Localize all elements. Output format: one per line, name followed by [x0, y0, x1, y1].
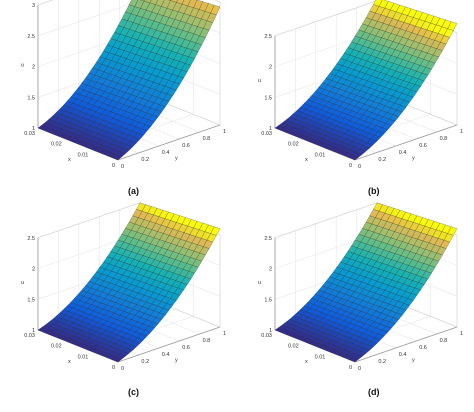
- y-tick-label: 0.8: [440, 338, 448, 344]
- z-tick-label: 2.5: [264, 34, 272, 40]
- z-tick-label: 1.5: [27, 297, 35, 303]
- x-tick-label: 0.02: [51, 344, 62, 350]
- y-tick-label: 0.8: [440, 136, 448, 142]
- surface-patch: [112, 356, 122, 363]
- z-tick-label: 2: [269, 65, 272, 71]
- surface-patch: [349, 154, 359, 161]
- surface-patch: [112, 154, 122, 161]
- panel-caption-a: (a): [128, 186, 139, 196]
- x-tick-label: 0.01: [315, 354, 326, 360]
- y-tick-label: 0.6: [419, 345, 427, 351]
- x-tick-label: 0.02: [288, 142, 299, 148]
- y-tick-label: 0.8: [203, 338, 211, 344]
- x-tick-label: 0.02: [288, 344, 299, 350]
- axis-line: [117, 124, 221, 161]
- surface-plot-d: 1 1.5 2 2.5 0.03 0.02 0.01 0 0 0.2 0.4 0.6 0.8 1 u x y: [258, 202, 463, 372]
- y-tick-label: 0.6: [419, 143, 427, 149]
- z-tick-label: 3: [32, 3, 35, 9]
- x-tick-label: 0: [349, 163, 352, 169]
- y-tick-label: 0: [358, 366, 361, 372]
- surface-plot-b: 1 1.5 2 2.5 0.03 0.02 0.01 0 0 0.2 0.4 0.6 0.8 1 u x y: [258, 0, 463, 170]
- axis-line: [117, 326, 221, 363]
- x-tick-label: 0: [349, 365, 352, 371]
- z-axis-label: u: [258, 78, 261, 84]
- y-tick-label: 0: [358, 164, 361, 170]
- z-axis-label: u: [258, 280, 261, 286]
- y-tick-label: 0.4: [399, 352, 407, 358]
- z-tick-label: 1: [32, 328, 35, 334]
- axis-box-edge: [274, 0, 378, 37]
- x-axis-label: x: [305, 157, 308, 163]
- x-axis-label: x: [68, 157, 71, 163]
- x-tick-label: 0.01: [78, 354, 89, 360]
- x-tick-label: 0.03: [24, 333, 35, 339]
- axis-box-edge: [37, 202, 141, 239]
- z-tick-label: 1.5: [264, 95, 272, 101]
- z-tick-label: 1: [269, 126, 272, 132]
- panel-caption-d: (d): [368, 387, 380, 397]
- z-axis-label: u: [21, 280, 24, 286]
- y-axis-label: y: [412, 358, 415, 364]
- z-tick-label: 1.5: [27, 95, 35, 101]
- z-tick-label: 2: [269, 267, 272, 273]
- y-tick-label: 0.4: [399, 150, 407, 156]
- z-tick-label: 1: [269, 328, 272, 334]
- y-tick-label: 0.8: [203, 136, 211, 142]
- y-tick-label: 0.2: [378, 157, 386, 163]
- x-tick-label: 0.01: [78, 152, 89, 158]
- z-tick-label: 1.5: [264, 297, 272, 303]
- z-tick-label: 2.5: [27, 34, 35, 40]
- axis-box-edge: [37, 0, 54, 6]
- y-tick-label: 0.4: [162, 150, 170, 156]
- y-axis-label: y: [175, 358, 178, 364]
- x-tick-label: 0.02: [51, 142, 62, 148]
- y-tick-label: 0.4: [162, 352, 170, 358]
- y-tick-label: 0: [121, 164, 124, 170]
- surface-plot-c: 1 1.5 2 2.5 0.03 0.02 0.01 0 0 0.2 0.4 0.6 0.8 1 u x y: [21, 202, 226, 372]
- z-tick-label: 2: [32, 65, 35, 71]
- x-tick-label: 0.03: [261, 131, 272, 137]
- y-tick-label: 0.2: [141, 359, 149, 365]
- y-tick-label: 0.2: [141, 157, 149, 163]
- z-axis-label: u: [21, 63, 24, 69]
- x-tick-label: 0: [112, 163, 115, 169]
- z-tick-label: 2.5: [27, 236, 35, 242]
- z-tick-label: 2.5: [264, 236, 272, 242]
- z-tick-label: 2: [32, 267, 35, 273]
- x-tick-label: 0.03: [261, 333, 272, 339]
- y-tick-label: 0: [121, 366, 124, 372]
- y-tick-label: 1: [460, 331, 463, 337]
- y-tick-label: 1: [223, 129, 226, 135]
- y-tick-label: 1: [460, 129, 463, 135]
- panel-caption-c: (c): [128, 387, 139, 397]
- x-tick-label: 0: [112, 365, 115, 371]
- y-tick-label: 0.6: [182, 345, 190, 351]
- axis-line: [354, 124, 458, 161]
- panel-caption-b: (b): [368, 186, 380, 196]
- y-axis-label: y: [412, 156, 415, 162]
- y-axis-label: y: [175, 156, 178, 162]
- y-tick-label: 0.2: [378, 359, 386, 365]
- surface-plot-a: 1 1.5 2 2.5 3 0.03 0.02 0.01 0 0 0.2 0.4 0.6 0.8 1 u x y: [21, 0, 226, 170]
- x-axis-label: x: [68, 359, 71, 365]
- axis-box-edge: [274, 202, 378, 239]
- y-tick-label: 1: [223, 331, 226, 337]
- surface-patch: [349, 356, 359, 363]
- axis-line: [354, 326, 458, 363]
- x-axis-label: x: [305, 359, 308, 365]
- y-tick-label: 0.6: [182, 143, 190, 149]
- x-tick-label: 0.03: [24, 131, 35, 137]
- z-tick-label: 1: [32, 126, 35, 132]
- x-tick-label: 0.01: [315, 152, 326, 158]
